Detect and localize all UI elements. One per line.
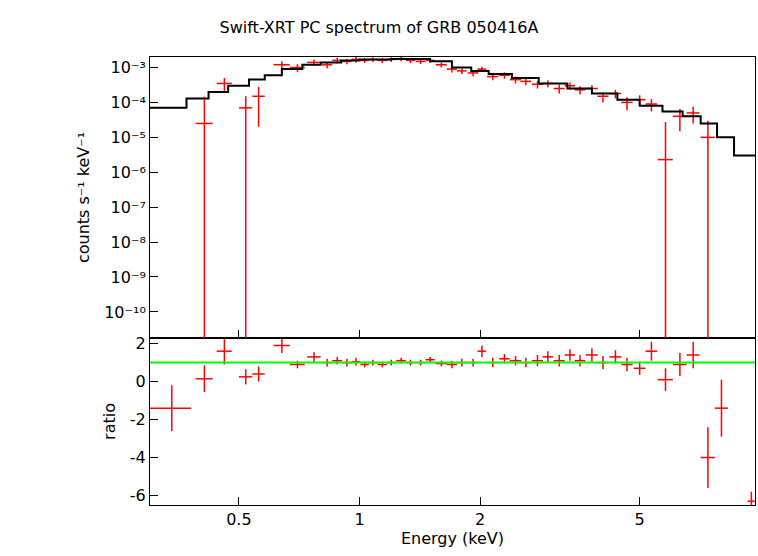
svg-text:10⁻⁵: 10⁻⁵ <box>111 128 146 147</box>
svg-text:5: 5 <box>635 510 645 529</box>
svg-text:2: 2 <box>475 510 485 529</box>
svg-text:0.5: 0.5 <box>226 510 251 529</box>
svg-text:10⁻⁶: 10⁻⁶ <box>111 163 146 182</box>
svg-text:1: 1 <box>354 510 364 529</box>
svg-text:-6: -6 <box>130 486 146 505</box>
svg-text:ratio: ratio <box>100 403 119 440</box>
svg-text:-2: -2 <box>130 410 146 429</box>
svg-text:Swift-XRT PC spectrum of GRB 0: Swift-XRT PC spectrum of GRB 050416A <box>220 18 539 37</box>
svg-text:10⁻⁴: 10⁻⁴ <box>111 93 146 112</box>
svg-text:Energy (keV): Energy (keV) <box>401 529 504 548</box>
svg-text:2: 2 <box>136 334 146 353</box>
svg-text:-4: -4 <box>130 448 146 467</box>
svg-text:10⁻⁹: 10⁻⁹ <box>111 268 146 287</box>
svg-text:0: 0 <box>136 372 146 391</box>
svg-text:10⁻¹⁰: 10⁻¹⁰ <box>104 303 146 322</box>
svg-text:10⁻³: 10⁻³ <box>111 58 146 77</box>
svg-text:10⁻⁸: 10⁻⁸ <box>111 233 146 252</box>
svg-text:counts s⁻¹ keV⁻¹: counts s⁻¹ keV⁻¹ <box>74 132 93 263</box>
svg-text:10⁻⁷: 10⁻⁷ <box>111 198 146 217</box>
